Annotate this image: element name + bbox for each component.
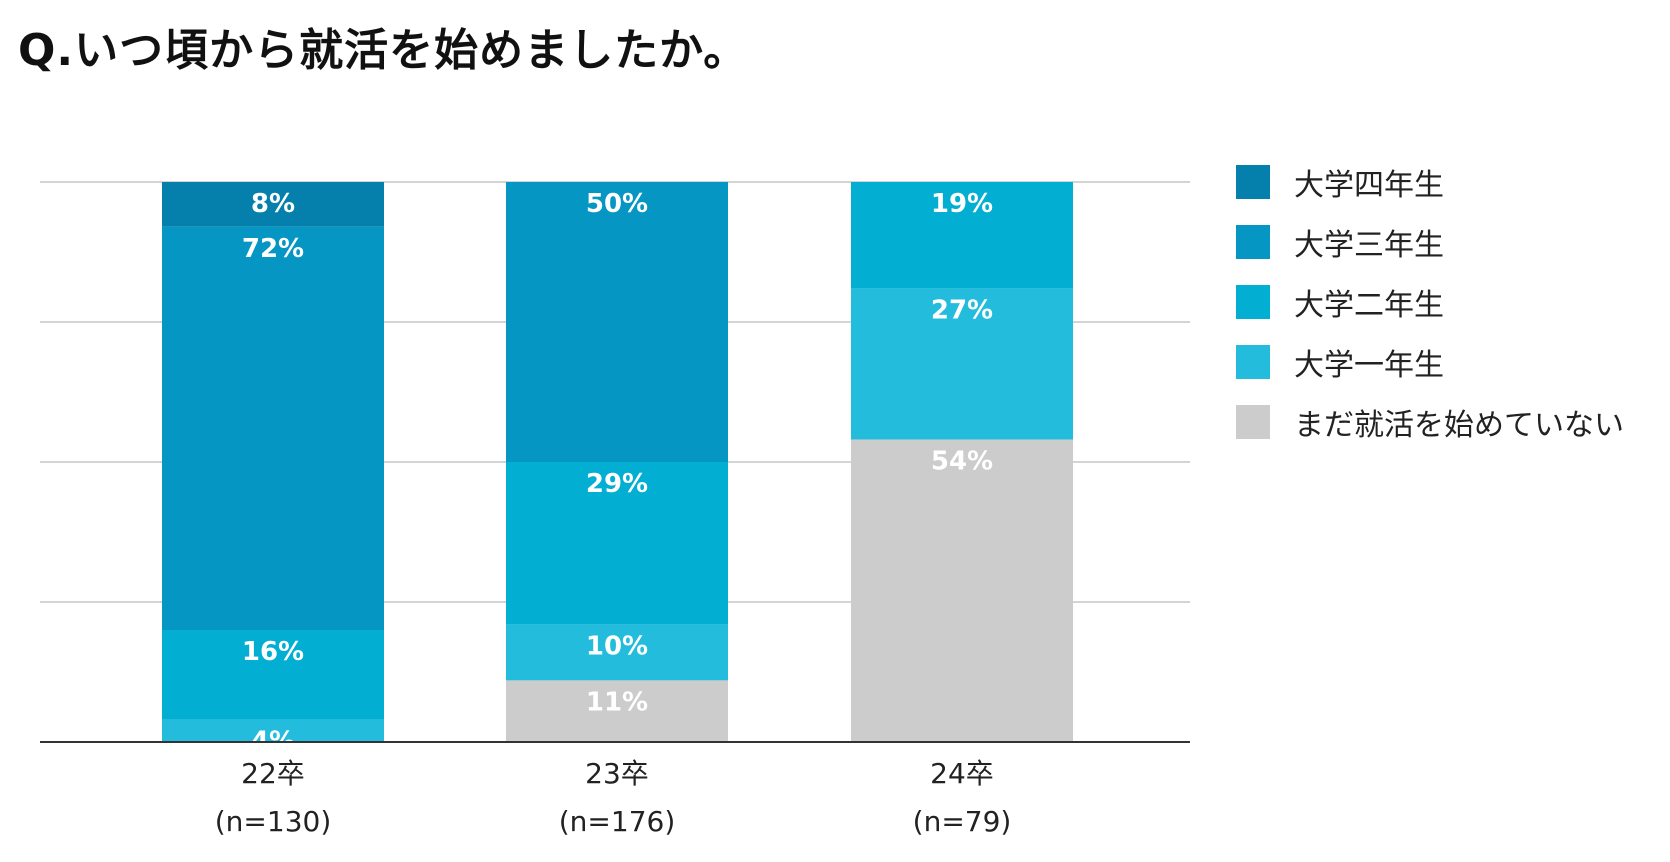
legend-label: 大学四年生: [1294, 168, 1444, 203]
x-tick-sublabel: (n=130): [215, 805, 332, 838]
data-label: 11%: [586, 687, 648, 717]
legend-label: まだ就活を始めていない: [1294, 408, 1624, 443]
data-label: 54%: [931, 447, 993, 477]
data-label: 19%: [931, 189, 993, 219]
x-tick-label: 24卒: [930, 757, 994, 790]
data-label: 72%: [242, 234, 304, 264]
legend-swatch: [1236, 225, 1270, 259]
bar-segment: [162, 630, 384, 720]
legend-item: 大学一年生: [1236, 332, 1624, 392]
x-tick-label: 23卒: [585, 757, 649, 790]
x-tick-label: 22卒: [241, 757, 305, 790]
data-label: 27%: [931, 295, 993, 325]
data-label: 29%: [586, 469, 648, 499]
bar-segment: [851, 439, 1073, 742]
legend-item: まだ就活を始めていない: [1236, 392, 1624, 452]
bar-segment: [506, 624, 728, 681]
bar-segment: [851, 182, 1073, 289]
legend-item: 大学二年生: [1236, 272, 1624, 332]
legend-item: 大学四年生: [1236, 152, 1624, 212]
bar-segment: [162, 226, 384, 631]
bar-segment: [506, 462, 728, 625]
legend-label: 大学二年生: [1294, 288, 1444, 323]
bar-segment: [162, 719, 384, 742]
data-label: 50%: [586, 189, 648, 219]
x-tick-sublabel: (n=176): [559, 805, 676, 838]
legend-swatch: [1236, 165, 1270, 199]
legend-label: 大学一年生: [1294, 348, 1444, 383]
data-label: 8%: [251, 189, 295, 219]
data-label: 16%: [242, 637, 304, 667]
data-label: 10%: [586, 631, 648, 661]
legend-swatch: [1236, 405, 1270, 439]
x-tick-sublabel: (n=79): [913, 805, 1012, 838]
legend-swatch: [1236, 345, 1270, 379]
chart-legend: 大学四年生大学三年生大学二年生大学一年生まだ就活を始めていない: [1236, 152, 1624, 452]
bar-segment: [851, 288, 1073, 440]
page-title: Q.いつ頃から就活を始めましたか。: [18, 25, 749, 76]
legend-item: 大学三年生: [1236, 212, 1624, 272]
legend-label: 大学三年生: [1294, 228, 1444, 263]
bar-segment: [506, 680, 728, 742]
bar-segment: [506, 182, 728, 462]
legend-swatch: [1236, 285, 1270, 319]
bar-segment: [162, 182, 384, 227]
